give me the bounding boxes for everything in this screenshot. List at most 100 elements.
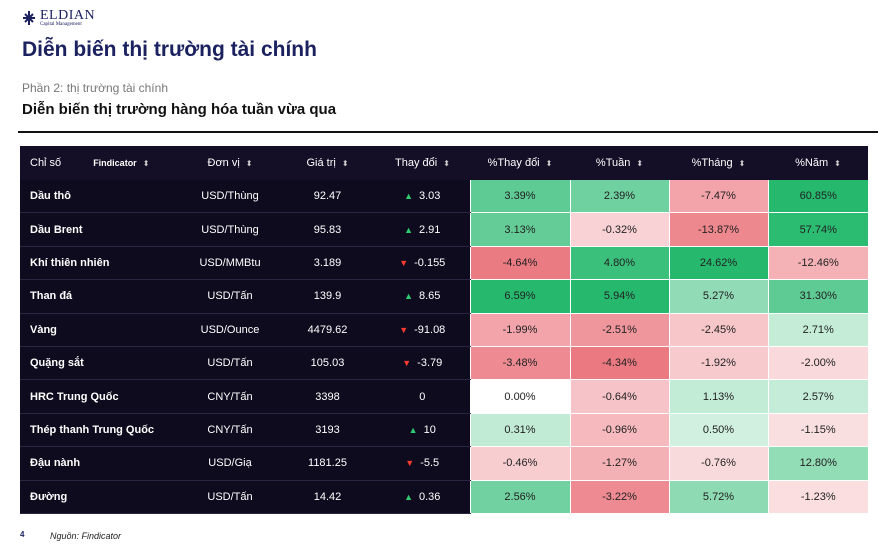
cell: ▲ 3.03 — [375, 180, 470, 214]
row[interactable]: HRC Trung Quốc CNY/Tấn 3398 0 0.00% -0.64% 1.1… — [20, 379, 868, 414]
cell-text: 4.80% — [603, 256, 636, 269]
row[interactable]: Thép thanh Trung Quốc CNY/Tấn 3193 ▲ 10 0.31%… — [20, 413, 868, 448]
column-label: Đơn vị — [207, 157, 240, 169]
row[interactable]: Dầu Brent USD/Thùng 95.83 ▲ 2.91 3.13% -0.32% -… — [20, 212, 868, 247]
arrow: ▼ — [402, 358, 412, 369]
row[interactable]: Khí thiên nhiên USD/MMBtu 3.189 ▼ -0.155 -4.6… — [20, 246, 868, 281]
cell-text: 0.50% — [702, 423, 735, 436]
cell-text: 105.03 — [310, 357, 345, 370]
sort-icon: ⬍ — [834, 159, 841, 168]
pct-cell: 2.56% — [469, 480, 570, 514]
title: Diễn biến thị trường tài chính — [22, 38, 317, 61]
cell-text: 2.56% — [504, 490, 536, 503]
column-header[interactable]: %Tháng ⬍ — [669, 146, 768, 180]
logo: ELDIAN Capital Management — [22, 8, 95, 27]
pct-cell: 5.94% — [569, 279, 669, 314]
cell-text: USD/Thùng — [201, 190, 259, 203]
cell-text: Than đá — [30, 290, 73, 303]
row[interactable]: Đậu nành USD/Giạ 1181.25 ▼ -5.5 -0.46% -1.27% -… — [20, 446, 868, 481]
cell-text: Dầu thô — [30, 190, 71, 203]
column-header[interactable]: %Tuần ⬍ — [570, 146, 669, 180]
cell: 1181.25 — [280, 446, 375, 481]
cell-text: 60.85% — [799, 190, 837, 203]
cell: 105.03 — [280, 346, 375, 381]
pct-cell: 2.57% — [767, 379, 868, 414]
heading: Diễn biến thị trường hàng hóa tuần vừa q… — [22, 101, 337, 118]
row[interactable]: Vàng USD/Ounce 4479.62 ▼ -91.08 -1.99% -2.51% -… — [20, 313, 868, 347]
cell: 14.42 — [280, 480, 375, 514]
column-header[interactable]: Chỉ số Findicator ⬍ — [20, 146, 180, 180]
column-label: %Thay đổi — [487, 157, 540, 169]
row[interactable]: Đường USD/Tấn 14.42 ▲ 0.36 2.56% -3.22% 5.72% -1… — [20, 480, 868, 514]
cell: CNY/Tấn — [180, 413, 280, 448]
pct-cell: -1.27% — [569, 446, 669, 481]
cell-text: -0.155 — [414, 256, 446, 269]
brand: Findicator — [93, 158, 137, 168]
column-label: Giá trị — [306, 157, 336, 169]
pct-cell: 0.50% — [668, 413, 768, 448]
row[interactable]: Dầu thô USD/Thùng 92.47 ▲ 3.03 3.39% 2.39% -7.4… — [20, 180, 868, 214]
cell-text: -1.15% — [800, 423, 836, 436]
pct-cell: 2.39% — [569, 180, 669, 214]
cell: CNY/Tấn — [180, 379, 280, 414]
column-header[interactable]: %Thay đổi ⬍ — [470, 146, 570, 180]
cell-text: USD/Tấn — [207, 290, 253, 303]
cell-text: Thép thanh Trung Quốc — [30, 423, 155, 436]
cell-text: 3.189 — [313, 256, 342, 269]
cell-text: 6.59% — [504, 290, 536, 303]
pct-cell: -3.22% — [569, 480, 669, 514]
cell-text: -0.32% — [602, 223, 637, 236]
column-header[interactable]: %Năm ⬍ — [768, 146, 868, 180]
cell-text: 4479.62 — [307, 323, 348, 336]
cell-text: 1.13% — [702, 390, 735, 403]
sort-icon: ⬍ — [341, 159, 349, 168]
column-label: %Tuần — [595, 157, 631, 169]
cell-text: -0.76% — [701, 457, 736, 470]
row[interactable]: Than đá USD/Tấn 139.9 ▲ 8.65 6.59% 5.94% 5.27% 3… — [20, 279, 868, 314]
pct-cell: -4.34% — [569, 346, 669, 381]
pct-cell: 57.74% — [767, 212, 868, 247]
cell-text: 5.94% — [603, 290, 636, 303]
cell-text: Quặng sắt — [30, 357, 84, 370]
pct-cell: 60.85% — [767, 180, 868, 214]
cell-text: 14.42 — [313, 490, 342, 503]
cell-text: 57.74% — [799, 223, 837, 236]
cell-text: 24.62% — [699, 256, 738, 269]
cell: ▼ -91.08 — [375, 313, 470, 347]
arrow: ▲ — [404, 224, 413, 235]
cell-text: -2.00% — [800, 357, 836, 370]
sort-icon: ⬍ — [545, 159, 553, 168]
cell-text: 2.91 — [419, 223, 441, 236]
pct-cell: -4.64% — [469, 246, 570, 281]
sort-icon: ⬍ — [245, 159, 253, 168]
column-header[interactable]: Thay đổi ⬍ — [375, 146, 470, 180]
pct-cell: -7.47% — [668, 180, 768, 214]
cell-text: 2.71% — [802, 323, 834, 336]
commodity: Than đá — [20, 279, 180, 314]
cell-text: 2.57% — [802, 390, 834, 403]
row[interactable]: Quặng sắt USD/Tấn 105.03 ▼ -3.79 -3.48% -4.34%… — [20, 346, 868, 381]
arrow: ▲ — [404, 191, 413, 202]
cell-text: -1.99% — [502, 323, 538, 336]
cell-text: USD/Giạ — [208, 457, 252, 470]
cell-text: 0.36 — [419, 490, 441, 503]
pct-cell: 2.71% — [767, 313, 868, 347]
pct-cell: 1.13% — [668, 379, 768, 414]
cell-text: -2.45% — [701, 323, 736, 336]
cell: 3398 — [280, 379, 375, 414]
rule — [18, 131, 878, 133]
column-header[interactable]: Giá trị ⬍ — [280, 146, 375, 180]
pct-cell: 31.30% — [767, 279, 868, 314]
cell-text: -1.92% — [701, 357, 736, 370]
sort-icon: ⬍ — [636, 159, 644, 168]
cell-text: -3.79 — [417, 357, 443, 370]
cell-text: 8.65 — [419, 290, 441, 303]
column-header[interactable]: Đơn vị ⬍ — [180, 146, 280, 180]
column-label: Thay đổi — [395, 157, 438, 169]
cell-text: -7.47% — [701, 190, 736, 203]
cell-text: 5.72% — [702, 490, 735, 503]
cell-text: 10 — [423, 423, 436, 436]
pct-cell: 3.39% — [469, 180, 570, 214]
header-row: Chỉ số Findicator ⬍ Đơn vị ⬍ Giá trị ⬍ Thay đổi… — [20, 146, 868, 180]
cell-text: -1.27% — [602, 457, 637, 470]
